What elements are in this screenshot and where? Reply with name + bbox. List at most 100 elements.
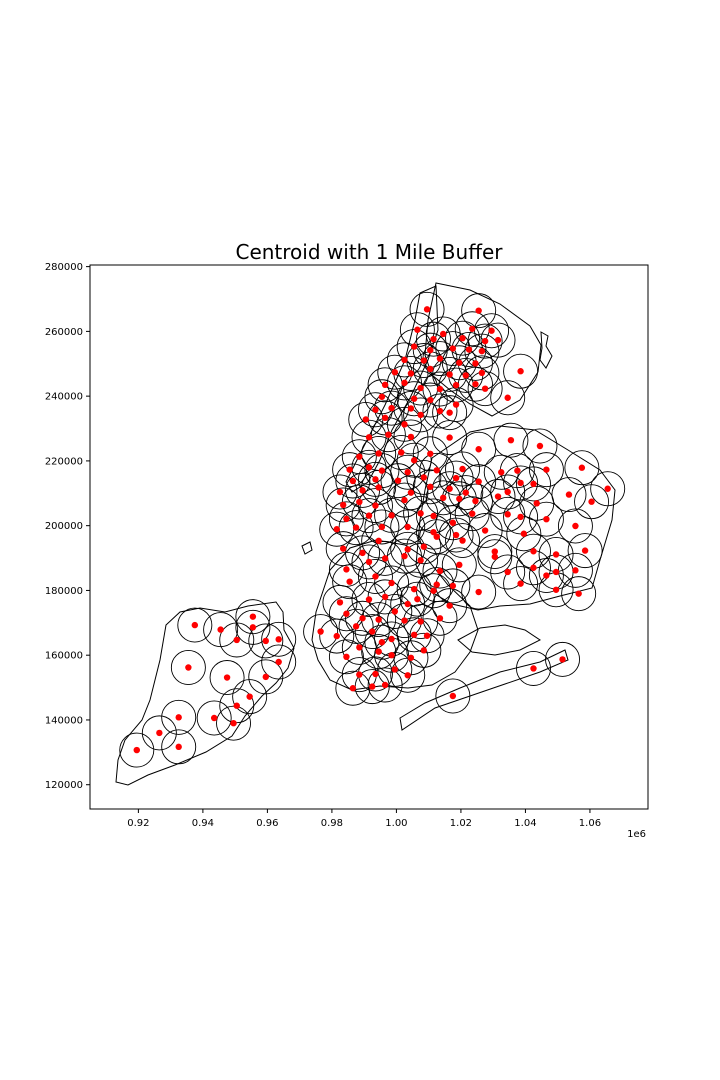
centroid-point bbox=[504, 394, 511, 401]
centroid-point bbox=[449, 519, 457, 526]
buffer-circle bbox=[119, 732, 155, 768]
buffer-circle bbox=[364, 453, 400, 489]
buffer-circle bbox=[528, 558, 564, 594]
centroid-point bbox=[452, 401, 460, 408]
centroid-point bbox=[575, 590, 582, 597]
buffer-circle bbox=[209, 660, 245, 696]
buffer-circle bbox=[561, 576, 597, 612]
centroid-point bbox=[417, 510, 424, 517]
centroid-point bbox=[404, 546, 411, 553]
centroid-point bbox=[339, 501, 347, 509]
buffer-circle bbox=[567, 533, 603, 569]
centroid-point bbox=[372, 573, 379, 580]
x-tick-label: 1.04 bbox=[514, 818, 536, 829]
centroid-point bbox=[604, 485, 611, 492]
centroid-point bbox=[372, 476, 379, 483]
centroid-point bbox=[339, 545, 347, 552]
centroid-point bbox=[191, 621, 199, 629]
buffer-circle bbox=[493, 422, 529, 458]
centroid-point bbox=[407, 489, 415, 496]
centroid-point bbox=[430, 512, 437, 520]
centroid-point bbox=[472, 380, 479, 388]
centroid-point bbox=[565, 491, 573, 498]
buffer-circle bbox=[432, 588, 468, 624]
centroid-point bbox=[472, 497, 479, 505]
centroid-point bbox=[333, 632, 340, 640]
centroid-point bbox=[588, 498, 595, 505]
centroid-point bbox=[401, 421, 408, 428]
buffer-circle bbox=[161, 729, 197, 765]
centroid-point bbox=[404, 672, 411, 679]
buffer-circle bbox=[216, 705, 252, 741]
centroid-point bbox=[504, 568, 511, 576]
centroid-point bbox=[459, 334, 466, 342]
rockaway-outline bbox=[399, 649, 569, 731]
buffer-circle bbox=[370, 417, 406, 453]
centroid-point bbox=[430, 587, 437, 594]
centroid-point bbox=[430, 528, 437, 536]
buffer-circle bbox=[248, 659, 284, 695]
buffer-circle bbox=[383, 435, 419, 470]
centroid-point bbox=[517, 513, 524, 521]
buffer-circle bbox=[412, 436, 448, 472]
centroid-point bbox=[410, 585, 418, 593]
buffer-circle bbox=[422, 553, 458, 589]
centroid-point bbox=[572, 567, 579, 574]
centroid-point bbox=[401, 496, 408, 504]
buffer-circle bbox=[435, 678, 471, 714]
centroid-point bbox=[352, 524, 360, 531]
centroid-point bbox=[536, 442, 544, 450]
centroid-point bbox=[359, 487, 366, 494]
y-tick-label: 140000 bbox=[45, 715, 83, 726]
centroid-point bbox=[230, 719, 237, 727]
axes-frame bbox=[89, 264, 649, 810]
centroid-point bbox=[472, 360, 479, 367]
x-tick-label: 1.00 bbox=[385, 818, 407, 829]
centroid-point bbox=[333, 526, 340, 533]
centroid-point bbox=[378, 393, 386, 400]
centroid-point bbox=[391, 666, 399, 673]
centroid-point bbox=[133, 746, 140, 754]
buffer-circle bbox=[261, 644, 297, 680]
buffer-circle bbox=[261, 621, 297, 657]
centroid-layer bbox=[133, 306, 611, 754]
buffer-circle bbox=[406, 459, 442, 495]
centroid-point bbox=[404, 523, 411, 531]
centroid-point bbox=[478, 347, 486, 355]
centroid-point bbox=[391, 368, 399, 376]
centroid-point bbox=[475, 307, 482, 314]
buffer-circle bbox=[445, 523, 481, 559]
centroid-point bbox=[262, 673, 269, 681]
centroid-point bbox=[446, 434, 453, 441]
centroid-point bbox=[456, 561, 463, 569]
buffer-circle bbox=[490, 554, 526, 590]
x-tick-label: 1.02 bbox=[450, 818, 472, 829]
centroid-point bbox=[420, 543, 428, 550]
centroid-point bbox=[210, 714, 218, 722]
centroid-point bbox=[427, 365, 434, 373]
buffer-circle bbox=[396, 442, 432, 478]
centroid-point bbox=[156, 729, 163, 737]
buffer-circle bbox=[557, 508, 593, 544]
centroid-point bbox=[488, 327, 495, 334]
centroid-point bbox=[375, 648, 382, 655]
centroid-point bbox=[369, 628, 376, 635]
centroid-point bbox=[491, 553, 498, 560]
buffer-circle bbox=[419, 452, 455, 488]
centroid-point bbox=[381, 555, 389, 562]
small-island-outline bbox=[301, 541, 313, 555]
centroid-point bbox=[378, 467, 386, 474]
centroid-point bbox=[530, 548, 537, 555]
buffer-circle bbox=[338, 608, 374, 644]
buffer-circle bbox=[219, 688, 255, 724]
centroid-point bbox=[427, 450, 434, 457]
centroid-point bbox=[427, 483, 434, 491]
buffer-circle bbox=[409, 291, 445, 327]
centroid-point bbox=[404, 600, 411, 608]
centroid-point bbox=[469, 325, 476, 332]
centroid-point bbox=[494, 336, 502, 344]
centroid-point bbox=[439, 494, 447, 502]
centroid-point bbox=[375, 537, 382, 545]
centroid-point bbox=[475, 588, 482, 596]
